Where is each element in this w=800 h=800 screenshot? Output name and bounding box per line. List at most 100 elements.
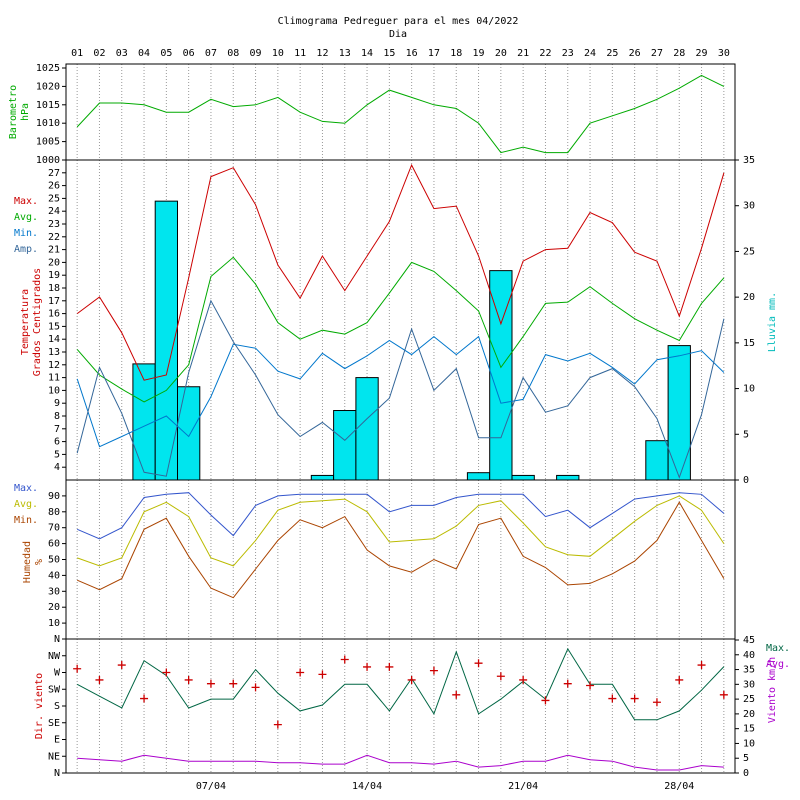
y2-tick-label: 10 — [743, 738, 755, 749]
y2-tick-label: 30 — [743, 679, 755, 690]
y2-tick-label: 20 — [743, 709, 755, 720]
rain-bar — [177, 386, 201, 481]
wind-direction-marker — [363, 662, 372, 671]
wind-direction-marker — [496, 672, 505, 681]
y-tick-label: 22 — [48, 232, 60, 243]
rain-bar — [466, 472, 491, 481]
y-tick-label: 7 — [54, 424, 60, 435]
wind-direction-marker — [563, 679, 572, 688]
barometer-panel: 1000 1005 1010 1015 1020 1025 BarometrohPa — [8, 63, 736, 166]
legend-entry: Avg. — [14, 212, 38, 223]
x-tick-label: 02 — [93, 48, 105, 59]
y-axis-label: BarometrohPa — [8, 85, 31, 139]
temperature-panel: 4567891011121314151617181920212223242526… — [14, 155, 778, 486]
panel-frame — [65, 638, 736, 774]
y-tick-label: 6 — [54, 437, 60, 448]
y-tick-label: 70 — [48, 523, 60, 534]
y2-tick-label: 35 — [743, 155, 755, 166]
wind-direction-marker — [229, 679, 238, 688]
y-axis-label-line: Humedad — [22, 541, 33, 583]
y-tick-label: 11 — [48, 373, 60, 384]
y-tick-label: 90 — [48, 491, 60, 502]
x-tick-label: 06 — [183, 48, 195, 59]
legend-entry: Max. — [766, 643, 790, 654]
x-tick-label: 13 — [339, 48, 351, 59]
rain-bar — [511, 474, 535, 481]
x-tick-label: 25 — [606, 48, 618, 59]
y-tick-label: 12 — [48, 360, 60, 371]
y-tick-label: 1000 — [36, 155, 60, 166]
y2-tick-label: 0 — [743, 768, 749, 779]
y2-tick-label: 45 — [743, 635, 755, 646]
x-date-label: 28/04 — [664, 781, 694, 792]
y-tick-label: W — [54, 668, 61, 679]
temp-line-min — [76, 335, 725, 448]
y-axis-label: TemperaturaGrados Centigrados — [20, 268, 43, 376]
y-tick-label: N — [54, 634, 60, 645]
wind-direction-marker — [385, 662, 394, 671]
wind-direction-marker — [697, 661, 706, 670]
wind-direction-marker — [675, 675, 684, 684]
y-tick-label: 24 — [48, 206, 60, 217]
x-tick-label: 10 — [272, 48, 284, 59]
y-tick-label: 30 — [48, 586, 60, 597]
y2-tick-label: 30 — [743, 201, 755, 212]
x-tick-label: 07 — [205, 48, 217, 59]
rain-bar — [556, 474, 580, 481]
wind-direction-marker — [318, 670, 327, 679]
x-tick-label: 11 — [294, 48, 306, 59]
x-tick-label: 04 — [138, 48, 150, 59]
x-date-label: 14/04 — [352, 781, 382, 792]
y-axis-label-line: % — [34, 559, 45, 565]
humidity-line-avg — [77, 495, 725, 567]
rain-bar — [310, 474, 335, 481]
x-tick-label: 24 — [584, 48, 596, 59]
rain-bar — [355, 377, 379, 481]
legend-entry: Amp. — [14, 244, 38, 255]
wind-direction-marker — [184, 675, 193, 684]
y2-tick-label: 15 — [743, 724, 755, 735]
y-tick-label: 40 — [48, 570, 60, 581]
wind-direction-marker — [630, 694, 639, 703]
y-tick-label: 26 — [48, 181, 60, 192]
y2-tick-label: 25 — [743, 694, 755, 705]
x-tick-label: 01 — [71, 48, 83, 59]
wind-direction-marker — [206, 679, 215, 688]
wind-direction-marker — [519, 675, 528, 684]
y-tick-label: 10 — [48, 618, 60, 629]
x-tick-label: 27 — [651, 48, 663, 59]
y2-tick-label: 5 — [743, 753, 749, 764]
wind-direction-marker — [117, 661, 126, 670]
y-tick-label: 19 — [48, 270, 60, 281]
y2-tick-label: 40 — [743, 650, 755, 661]
x-tick-label: 14 — [361, 48, 373, 59]
x-tick-label: 30 — [718, 48, 730, 59]
y2-tick-label: 5 — [743, 429, 749, 440]
wind-direction-marker — [140, 694, 149, 703]
chart-subtitle: Dia — [389, 29, 407, 40]
y-tick-label: 10 — [48, 385, 60, 396]
wind-direction-marker — [652, 698, 661, 707]
legend-entry: Min. — [14, 515, 38, 526]
x-date-labels-bottom: 07/04 14/04 21/04 28/04 — [196, 781, 694, 792]
y-tick-label: 27 — [48, 168, 60, 179]
y-tick-label: NW — [48, 651, 61, 662]
y-tick-label: 20 — [48, 257, 60, 268]
y-axis-label: Dir. viento — [34, 673, 45, 739]
x-tick-labels-top: 01 02 03 04 05 06 07 08 09 10 11 12 13 14 15 16 17 18 19 20… — [71, 48, 730, 59]
x-tick-label: 15 — [383, 48, 395, 59]
wind-direction-marker — [452, 690, 461, 699]
humidity-line-min — [77, 501, 725, 599]
y-tick-label: 1025 — [36, 63, 60, 74]
y2-tick-label: 0 — [743, 475, 749, 486]
y-axis-label-line: Barometro — [8, 85, 19, 139]
y-tick-label: 9 — [54, 398, 60, 409]
y-tick-label: SW — [48, 684, 61, 695]
legend-entry: Max. — [14, 196, 38, 207]
rain-bar — [132, 363, 156, 481]
rain-bar — [333, 410, 357, 481]
wind-panel: N NE E SE S SW W NW 0 5 10 15 20 25 30 35 40 45 Dir. vient… — [34, 635, 790, 779]
chart-title: Climograma Pedreguer para el mes 04/2022 — [278, 16, 519, 27]
wind-direction-marker — [296, 668, 305, 677]
